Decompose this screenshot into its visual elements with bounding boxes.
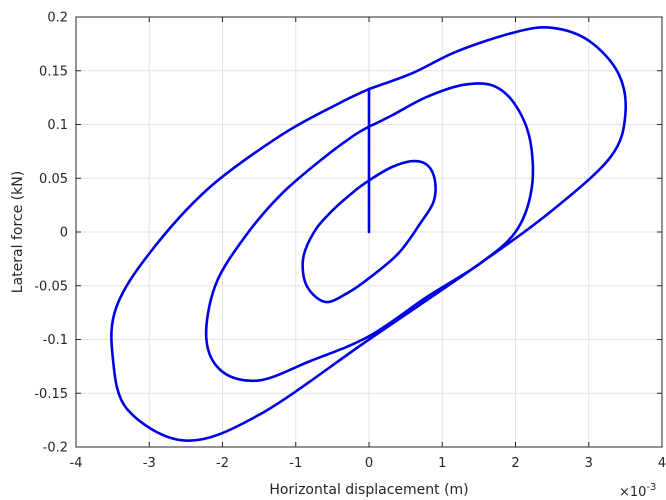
y-tick-label: 0.1 <box>47 118 68 133</box>
y-tick-label: -0.1 <box>43 333 68 348</box>
x-axis-label: Horizontal displacement (m) <box>269 482 468 498</box>
y-tick-label: -0.2 <box>43 441 68 456</box>
hysteresis-loop-3 <box>110 25 627 442</box>
x-tick-label: 2 <box>511 456 519 471</box>
y-tick-label: -0.15 <box>34 387 68 402</box>
y-tick-label: 0.15 <box>39 64 68 79</box>
x-tick-label: 4 <box>658 456 666 471</box>
x-tick-label: -3 <box>143 456 156 471</box>
y-tick-label: 0.05 <box>39 172 68 187</box>
x-tick-label: 1 <box>438 456 446 471</box>
x-tick-label: -4 <box>70 456 83 471</box>
data-series <box>110 25 627 442</box>
y-axis-label: Lateral force (kN) <box>10 171 26 293</box>
x-tick-label: 3 <box>585 456 593 471</box>
y-tick-label: -0.05 <box>34 279 68 294</box>
x-tick-label: -1 <box>289 456 302 471</box>
y-tick-label: 0.2 <box>47 11 68 26</box>
x-tick-label: 0 <box>365 456 373 471</box>
x-exponent-label: ×10-3 <box>619 482 656 500</box>
x-exponent-base: ×10 <box>619 485 646 500</box>
y-tick-label: 0 <box>60 226 68 241</box>
x-tick-label: -2 <box>216 456 229 471</box>
hysteresis-loop-2 <box>204 82 535 383</box>
axis-ticks: -4 -3 -2 -1 0 1 2 3 4 -0.2 -0.15 -0.1 -0.05 0 0.05 0.1 0… <box>34 11 666 472</box>
hysteresis-loop-1 <box>301 159 437 304</box>
x-exponent-power: -3 <box>646 482 656 493</box>
